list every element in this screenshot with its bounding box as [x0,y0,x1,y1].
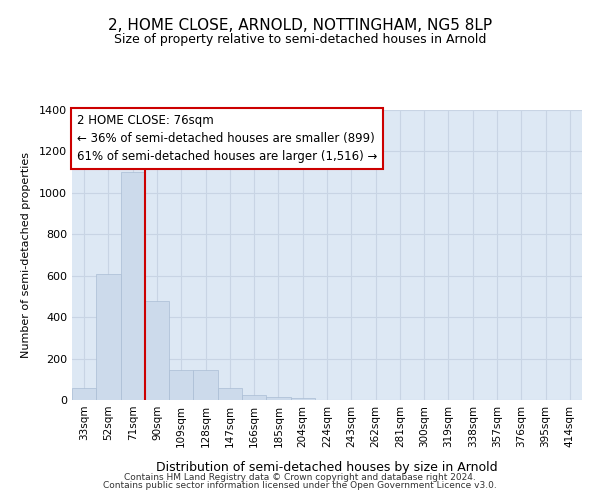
Bar [218,388,242,400]
Text: Contains HM Land Registry data © Crown copyright and database right 2024.: Contains HM Land Registry data © Crown c… [124,473,476,482]
Bar [169,370,193,400]
Text: Size of property relative to semi-detached houses in Arnold: Size of property relative to semi-detach… [114,32,486,46]
Text: 2 HOME CLOSE: 76sqm
← 36% of semi-detached houses are smaller (899)
61% of semi-: 2 HOME CLOSE: 76sqm ← 36% of semi-detach… [77,114,377,164]
Y-axis label: Number of semi-detached properties: Number of semi-detached properties [20,152,31,358]
Bar [242,395,266,400]
Text: 2, HOME CLOSE, ARNOLD, NOTTINGHAM, NG5 8LP: 2, HOME CLOSE, ARNOLD, NOTTINGHAM, NG5 8… [108,18,492,32]
Bar [121,172,145,400]
Bar [290,398,315,400]
Bar [145,300,169,400]
X-axis label: Distribution of semi-detached houses by size in Arnold: Distribution of semi-detached houses by … [156,461,498,474]
Bar [193,370,218,400]
Bar [266,397,290,400]
Bar [96,274,121,400]
Text: Contains public sector information licensed under the Open Government Licence v3: Contains public sector information licen… [103,480,497,490]
Bar [72,388,96,400]
